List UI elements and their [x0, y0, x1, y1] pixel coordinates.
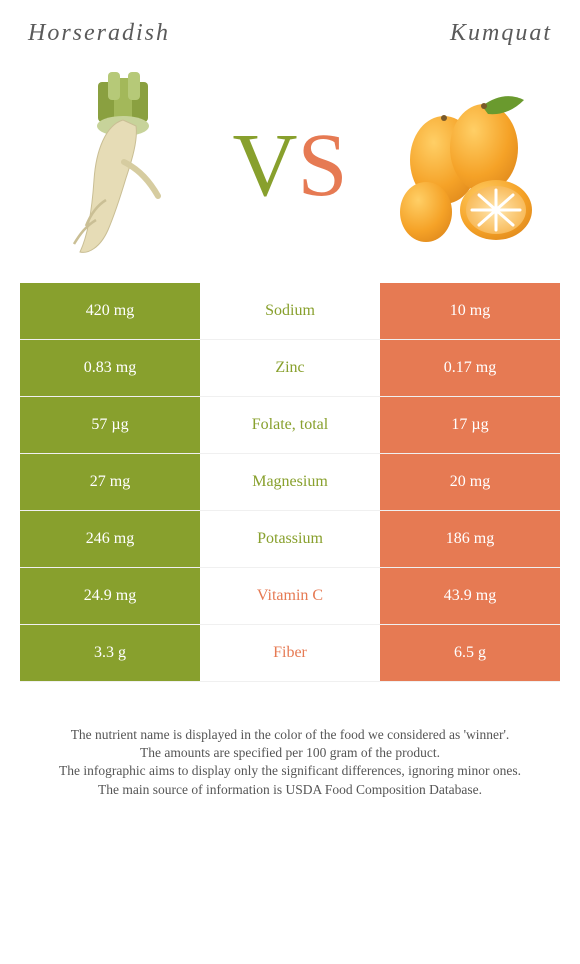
nutrient-table: 420 mgSodium10 mg0.83 mgZinc0.17 mg57 µg… — [20, 283, 560, 682]
left-value: 57 µg — [20, 397, 200, 453]
infographic-container: Horseradish Kumquat — [0, 0, 580, 799]
nutrient-row: 420 mgSodium10 mg — [20, 283, 560, 340]
nutrient-label: Potassium — [200, 511, 380, 567]
right-value: 6.5 g — [380, 625, 560, 681]
nutrient-row: 0.83 mgZinc0.17 mg — [20, 340, 560, 397]
left-food-title: Horseradish — [28, 20, 170, 47]
footer-line-1: The nutrient name is displayed in the co… — [34, 726, 546, 744]
horseradish-image — [36, 70, 196, 260]
nutrient-row: 24.9 mgVitamin C43.9 mg — [20, 568, 560, 625]
vs-label: VS — [232, 114, 347, 217]
left-value: 246 mg — [20, 511, 200, 567]
title-row: Horseradish Kumquat — [20, 20, 560, 47]
hero-row: VS — [20, 65, 560, 265]
nutrient-label: Zinc — [200, 340, 380, 396]
right-value: 10 mg — [380, 283, 560, 339]
footer-line-2: The amounts are specified per 100 gram o… — [34, 744, 546, 762]
left-value: 24.9 mg — [20, 568, 200, 624]
right-value: 186 mg — [380, 511, 560, 567]
nutrient-label: Fiber — [200, 625, 380, 681]
footer-line-4: The main source of information is USDA F… — [34, 781, 546, 799]
footer-notes: The nutrient name is displayed in the co… — [20, 726, 560, 799]
nutrient-label: Folate, total — [200, 397, 380, 453]
vs-v: V — [232, 116, 297, 215]
right-food-title: Kumquat — [450, 20, 552, 47]
right-value: 0.17 mg — [380, 340, 560, 396]
nutrient-label: Sodium — [200, 283, 380, 339]
right-value: 20 mg — [380, 454, 560, 510]
left-value: 27 mg — [20, 454, 200, 510]
footer-line-3: The infographic aims to display only the… — [34, 762, 546, 780]
nutrient-row: 27 mgMagnesium20 mg — [20, 454, 560, 511]
nutrient-label: Magnesium — [200, 454, 380, 510]
vs-s: S — [297, 116, 347, 215]
left-value: 420 mg — [20, 283, 200, 339]
nutrient-row: 57 µgFolate, total17 µg — [20, 397, 560, 454]
right-value: 43.9 mg — [380, 568, 560, 624]
left-value: 0.83 mg — [20, 340, 200, 396]
right-value: 17 µg — [380, 397, 560, 453]
kumquat-image — [384, 70, 544, 260]
nutrient-label: Vitamin C — [200, 568, 380, 624]
nutrient-row: 246 mgPotassium186 mg — [20, 511, 560, 568]
nutrient-row: 3.3 gFiber6.5 g — [20, 625, 560, 682]
left-value: 3.3 g — [20, 625, 200, 681]
